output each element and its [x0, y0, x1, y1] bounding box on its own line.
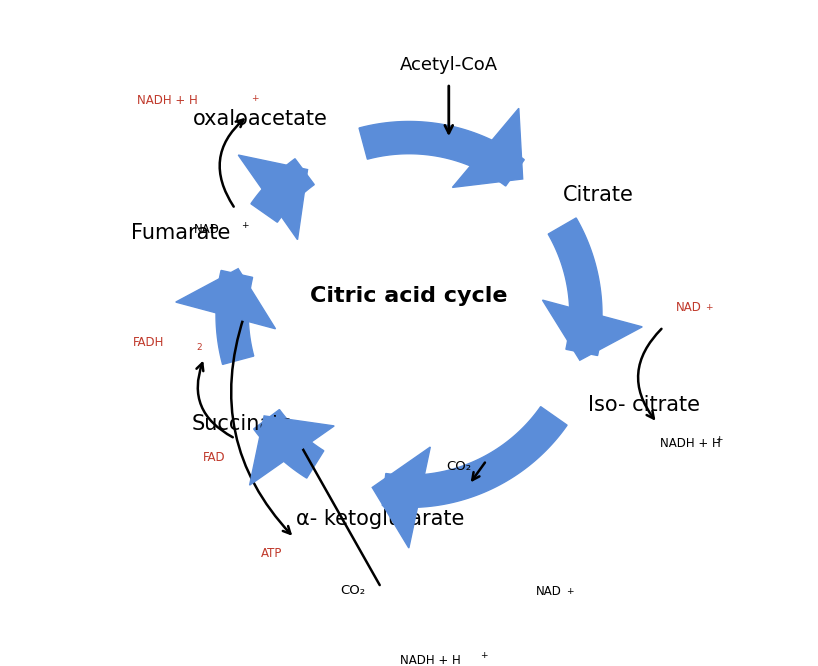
Text: +: +	[241, 220, 249, 230]
Text: Acetyl-CoA: Acetyl-CoA	[400, 56, 498, 74]
Text: +: +	[716, 435, 723, 444]
Text: NAD: NAD	[194, 222, 220, 236]
Polygon shape	[382, 407, 567, 507]
Text: Citric acid cycle: Citric acid cycle	[310, 286, 508, 306]
Polygon shape	[359, 121, 524, 186]
Text: ATP: ATP	[260, 547, 281, 560]
Text: +: +	[480, 651, 488, 661]
Text: 2: 2	[197, 343, 202, 352]
Text: CO₂: CO₂	[446, 460, 471, 473]
Polygon shape	[176, 268, 276, 329]
Text: +: +	[251, 95, 258, 103]
Text: FAD: FAD	[204, 451, 226, 464]
Polygon shape	[238, 155, 308, 240]
Text: NADH + H: NADH + H	[137, 93, 198, 107]
Text: NAD: NAD	[676, 302, 702, 314]
Polygon shape	[548, 218, 602, 356]
Polygon shape	[251, 159, 314, 222]
Text: NADH + H: NADH + H	[660, 437, 721, 450]
Polygon shape	[216, 270, 254, 364]
Text: NAD: NAD	[537, 585, 562, 598]
Text: Fumarate: Fumarate	[131, 224, 230, 244]
Polygon shape	[249, 416, 335, 485]
Text: CO₂: CO₂	[340, 584, 366, 597]
Polygon shape	[542, 300, 642, 360]
Text: α- ketoglutarate: α- ketoglutarate	[296, 509, 464, 529]
Text: NADH + H: NADH + H	[400, 654, 461, 666]
Text: +: +	[705, 303, 712, 312]
Polygon shape	[452, 109, 523, 187]
Text: +: +	[566, 587, 573, 595]
Text: Iso- citrate: Iso- citrate	[588, 396, 700, 416]
Text: Citrate: Citrate	[563, 184, 634, 204]
Text: oxaloacetate: oxaloacetate	[193, 109, 328, 129]
Text: Succinate: Succinate	[191, 414, 294, 434]
Polygon shape	[254, 410, 324, 478]
Text: FADH: FADH	[133, 336, 164, 348]
Polygon shape	[372, 447, 430, 548]
